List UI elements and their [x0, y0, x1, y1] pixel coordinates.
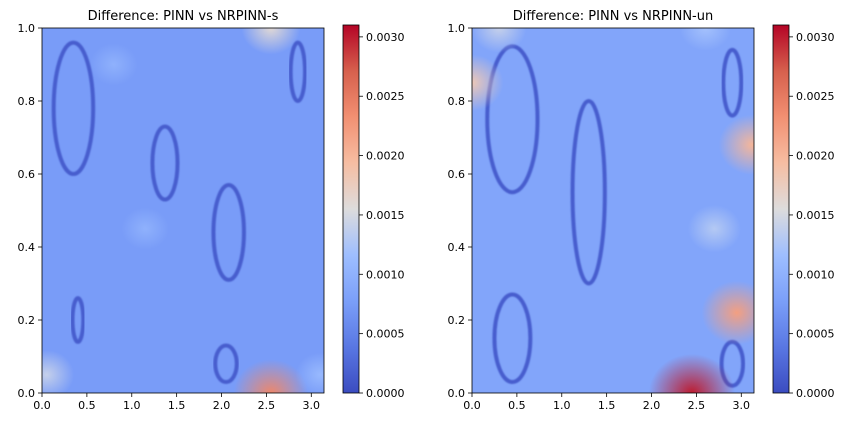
panel-2-axes-frame	[471, 27, 755, 394]
y-tick-label: 0.0	[18, 387, 36, 400]
panel-2-colorbar-gradient	[772, 24, 790, 394]
hotspot	[121, 207, 169, 250]
zero-contour	[213, 343, 239, 385]
hotspot	[679, 28, 731, 51]
zero-contour	[211, 182, 246, 282]
zero-contour	[70, 296, 86, 344]
y-tick-label: 1.0	[18, 22, 36, 35]
y-tick-label: 0.8	[18, 95, 36, 108]
x-tick-label: 3.0	[303, 399, 321, 412]
panel-2-x-axis: 0.0 0.5 1.0 1.5 2.0 2.5 3.0	[463, 393, 750, 412]
zero-contour	[150, 124, 180, 202]
hotspot	[241, 28, 301, 55]
panel-2-y-axis: 0.0 0.2 0.4 0.6 0.8 1.0	[448, 22, 472, 400]
x-tick-label: 0.0	[33, 399, 51, 412]
colorbar-tick-label: 0.0025	[366, 90, 405, 103]
x-tick-label: 1.0	[553, 399, 571, 412]
y-tick-label: 0.8	[448, 95, 466, 108]
zero-contour	[570, 99, 607, 286]
x-tick-label: 1.5	[168, 399, 186, 412]
panel-1-heatmap-field	[42, 28, 324, 393]
hotspot	[42, 350, 75, 393]
panel-1-colorbar-gradient	[342, 24, 360, 394]
y-tick-label: 0.6	[448, 168, 466, 181]
panel-1: Difference: PINN vs NRPINN-s 0.0 0.5 1.0…	[18, 9, 405, 412]
colorbar-tick-label: 0.0005	[796, 328, 835, 341]
colorbar-tick-label: 0.0000	[366, 387, 405, 400]
x-tick-label: 0.5	[78, 399, 96, 412]
x-tick-label: 0.0	[463, 399, 481, 412]
colorbar-tick-label: 0.0030	[796, 31, 835, 44]
zero-contour	[51, 40, 96, 176]
y-tick-label: 0.4	[18, 241, 36, 254]
panel-1-title: Difference: PINN vs NRPINN-s	[88, 9, 279, 24]
hotspot	[472, 28, 527, 53]
hotspot	[295, 352, 324, 393]
x-tick-label: 1.5	[598, 399, 616, 412]
panel-1-axes-frame	[41, 27, 325, 394]
y-tick-label: 1.0	[448, 22, 466, 35]
y-tick-label: 0.4	[448, 241, 466, 254]
colorbar-tick-label: 0.0015	[796, 209, 835, 222]
x-tick-label: 2.0	[643, 399, 661, 412]
panel-1-x-axis: 0.0 0.5 1.0 1.5 2.0 2.5 3.0	[33, 393, 320, 412]
panel-2-colorbar-ticks: 0.0000 0.0005 0.0010 0.0015 0.0020 0.002…	[789, 31, 835, 400]
x-tick-label: 1.0	[123, 399, 141, 412]
x-tick-label: 2.5	[258, 399, 276, 412]
colorbar-tick-label: 0.0020	[366, 150, 405, 163]
panel-2-title: Difference: PINN vs NRPINN-un	[513, 9, 713, 24]
x-tick-label: 2.0	[213, 399, 231, 412]
colorbar-tick-label: 0.0025	[796, 90, 835, 103]
panel-1-y-axis: 0.0 0.2 0.4 0.6 0.8 1.0	[18, 22, 42, 400]
colorbar-tick-label: 0.0005	[366, 328, 405, 341]
x-tick-label: 0.5	[508, 399, 526, 412]
hotspot	[648, 353, 735, 393]
panel-2-colorbar: 0.0000 0.0005 0.0010 0.0015 0.0020 0.002…	[772, 24, 835, 400]
y-tick-label: 0.6	[18, 168, 36, 181]
zero-contour	[492, 292, 533, 385]
zero-contour	[721, 47, 744, 118]
x-tick-label: 3.0	[733, 399, 751, 412]
y-tick-label: 0.0	[448, 387, 466, 400]
hotspot	[472, 54, 504, 111]
colorbar-tick-label: 0.0010	[796, 268, 835, 281]
panel-1-colorbar-ticks: 0.0000 0.0005 0.0010 0.0015 0.0020 0.002…	[359, 31, 405, 400]
hotspot	[233, 359, 309, 393]
y-tick-label: 0.2	[448, 314, 466, 327]
colorbar-tick-label: 0.0030	[366, 31, 405, 44]
zero-contour	[288, 40, 308, 104]
panel-2-heatmap	[472, 28, 754, 393]
panel-2: Difference: PINN vs NRPINN-un 0.0 0.5 1.…	[448, 9, 835, 412]
colorbar-tick-label: 0.0000	[796, 387, 835, 400]
y-tick-label: 0.2	[18, 314, 36, 327]
panel-1-colorbar: 0.0000 0.0005 0.0010 0.0015 0.0020 0.002…	[342, 24, 405, 400]
hotspot	[687, 205, 741, 253]
x-tick-label: 2.5	[688, 399, 706, 412]
colorbar-tick-label: 0.0020	[796, 150, 835, 163]
colorbar-tick-label: 0.0015	[366, 209, 405, 222]
colorbar-tick-label: 0.0010	[366, 268, 405, 281]
panel-1-heatmap	[42, 28, 324, 393]
panel-1-heatmap-background	[42, 28, 324, 393]
hotspot	[701, 280, 754, 345]
panel-2-heatmap-field	[472, 28, 754, 393]
hotspot	[718, 114, 754, 175]
hotspot	[90, 43, 138, 86]
